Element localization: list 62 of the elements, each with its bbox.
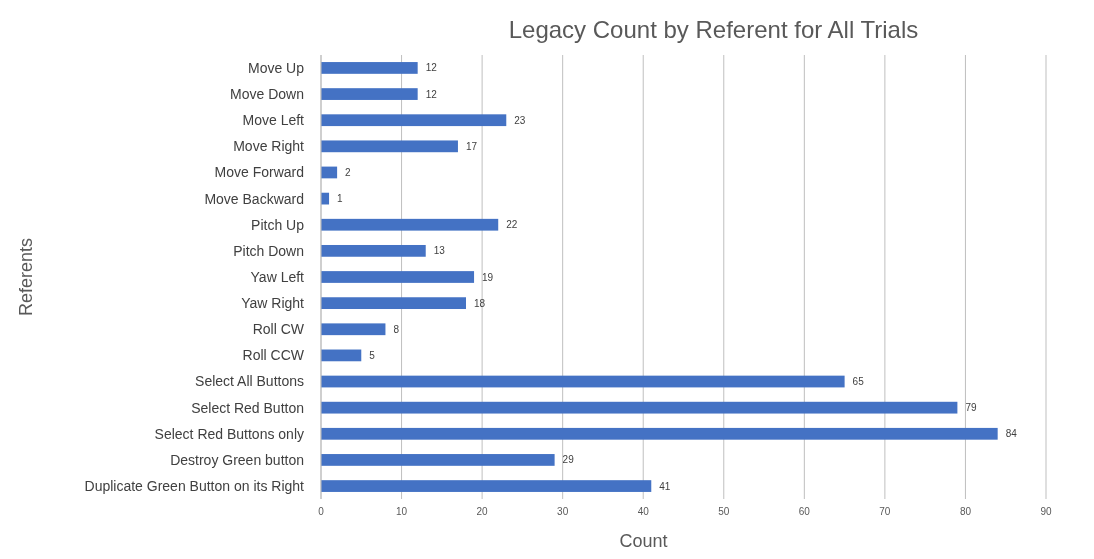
chart-title: Legacy Count by Referent for All Trials [508, 16, 919, 43]
y-tick-label: Pitch Up [251, 216, 305, 233]
data-label: 2 [345, 166, 352, 178]
bar [321, 323, 386, 336]
y-tick-label: Roll CCW [242, 347, 305, 364]
bar [321, 401, 958, 414]
y-tick-label: Duplicate Green Button on its Right [84, 477, 305, 494]
data-label: 5 [369, 349, 376, 361]
y-tick-label: Select Red Button [191, 399, 304, 416]
y-tick-label: Select Red Buttons only [154, 425, 304, 442]
y-tick-label: Move Left [242, 112, 305, 129]
data-label: 12 [425, 62, 438, 74]
x-tick-label: 90 [1040, 506, 1052, 517]
data-label: 41 [659, 480, 671, 492]
data-label: 65 [852, 376, 865, 388]
x-tick-label: 70 [879, 506, 891, 517]
x-tick-label: 60 [798, 506, 811, 517]
y-tick-label: Move Right [233, 138, 305, 155]
bar [321, 480, 652, 492]
y-tick-label: Pitch Down [233, 242, 304, 259]
data-label: 23 [514, 114, 526, 126]
data-label: 8 [393, 323, 400, 335]
bar [321, 375, 845, 388]
y-tick-label: Move Up [247, 59, 305, 76]
data-label: 84 [1005, 428, 1018, 440]
x-tick-label: 30 [557, 506, 569, 517]
x-tick-label: 50 [718, 506, 730, 517]
data-label: 22 [506, 219, 518, 231]
y-axis-title: Referents [16, 237, 36, 317]
data-label: 19 [482, 271, 494, 283]
bar [321, 114, 507, 127]
data-label: 1 [337, 193, 344, 205]
x-axis-title: Count [619, 531, 668, 551]
bar [321, 271, 475, 283]
x-tick-label: 10 [395, 506, 408, 517]
data-label: 29 [562, 454, 575, 466]
bar [321, 88, 418, 100]
y-tick-label: Move Backward [204, 190, 304, 207]
data-label: 13 [433, 245, 446, 257]
bar [321, 140, 458, 153]
bar [321, 218, 499, 231]
bar [321, 244, 426, 257]
bar [321, 62, 418, 74]
y-tick-label: Destroy Green button [170, 451, 304, 468]
bar [321, 427, 998, 440]
data-label: 79 [965, 402, 977, 414]
y-tick-label: Yaw Left [250, 268, 305, 285]
x-tick-label: 40 [637, 506, 650, 517]
y-tick-label: Select All Buttons [195, 373, 304, 390]
x-tick-label: 0 [318, 506, 325, 517]
data-label: 18 [474, 297, 486, 309]
y-tick-label: Yaw Right [241, 295, 305, 312]
y-tick-label: Move Down [230, 85, 304, 102]
x-tick-label: 80 [959, 506, 972, 517]
y-tick-label: Move Forward [214, 164, 304, 181]
y-tick-label: Roll CW [252, 321, 305, 338]
data-label: 17 [465, 140, 478, 152]
bar [321, 454, 555, 466]
data-label: 12 [425, 88, 438, 100]
bar [321, 297, 466, 310]
x-tick-label: 20 [476, 506, 489, 517]
bar [321, 349, 362, 362]
